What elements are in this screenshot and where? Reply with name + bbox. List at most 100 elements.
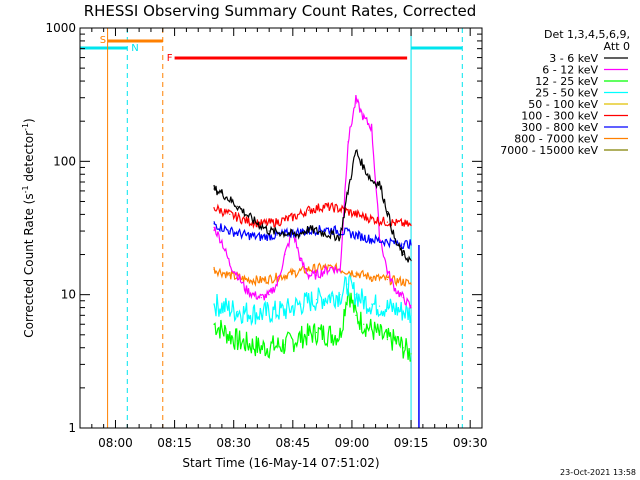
- data-point: [323, 232, 325, 234]
- series-line: [213, 202, 412, 229]
- data-point: [323, 205, 325, 207]
- data-point: [323, 270, 325, 272]
- series-line: [213, 289, 412, 362]
- legend-label: 7000 - 15000 keV: [500, 144, 598, 157]
- x-tick-label: 08:15: [157, 436, 192, 450]
- data-point: [386, 339, 389, 341]
- data-point: [213, 206, 215, 209]
- data-point: [268, 294, 270, 296]
- data-point: [347, 190, 349, 192]
- data-point: [371, 126, 373, 128]
- legend-label: 800 - 7000 keV: [514, 133, 598, 146]
- data-point: [402, 310, 404, 312]
- data-point: [315, 298, 318, 301]
- data-point: [394, 288, 396, 290]
- legend-label: 12 - 25 keV: [535, 75, 598, 88]
- data-point: [244, 219, 247, 222]
- data-point: [244, 278, 247, 281]
- data-point: [402, 297, 404, 299]
- series-1: [213, 95, 412, 310]
- y-axis-label: Corrected Count Rate (s-1 detector-1): [21, 118, 36, 337]
- data-point: [276, 283, 278, 285]
- axes-layer: 08:00 08:15 08:30 08:45 09:00 09:15 09:30 1 10 10…: [45, 21, 487, 450]
- data-point: [229, 274, 231, 276]
- data-point: [260, 236, 262, 238]
- data-point: [213, 226, 215, 228]
- data-point: [386, 270, 389, 272]
- series-line: [213, 95, 412, 310]
- data-point: [402, 243, 404, 245]
- annotation-layer: S N F: [79, 28, 463, 428]
- data-point: [410, 224, 412, 227]
- data-point: [213, 268, 215, 270]
- legend-header-2: Att 0: [604, 40, 630, 53]
- series-2: [213, 288, 412, 362]
- data-point: [276, 221, 278, 223]
- x-axis-label: Start Time (16-May-14 07:51:02): [182, 456, 379, 470]
- data-point: [355, 99, 357, 101]
- series-3: [213, 272, 412, 327]
- data-point: [410, 313, 412, 315]
- data-point: [213, 223, 215, 225]
- data-point: [307, 228, 310, 230]
- data-point: [394, 241, 396, 243]
- data-point: [378, 183, 381, 185]
- data-point: [260, 313, 262, 315]
- data-point: [378, 234, 381, 236]
- data-point: [386, 278, 389, 281]
- series-layer: [213, 95, 412, 362]
- f-label: F: [167, 53, 173, 64]
- data-point: [402, 223, 404, 225]
- data-point: [221, 192, 223, 194]
- x-tick-label: 09:15: [394, 436, 429, 450]
- data-point: [229, 213, 231, 215]
- data-point: [355, 272, 357, 274]
- s-label: S: [100, 35, 106, 46]
- data-point: [410, 283, 412, 285]
- data-point: [237, 340, 239, 342]
- data-point: [213, 323, 215, 325]
- data-point: [355, 294, 357, 296]
- data-point: [276, 234, 278, 236]
- legend-label: 6 - 12 keV: [542, 64, 598, 77]
- data-point: [402, 253, 404, 256]
- data-point: [339, 270, 341, 272]
- data-point: [300, 303, 302, 305]
- data-point: [378, 305, 381, 307]
- data-point: [252, 294, 255, 296]
- data-point: [371, 328, 373, 330]
- data-point: [402, 281, 404, 283]
- data-point: [307, 268, 310, 270]
- timestamp: 23-Oct-2021 13:58: [560, 468, 636, 477]
- data-point: [292, 272, 294, 274]
- data-point: [386, 241, 389, 243]
- data-point: [323, 228, 325, 230]
- data-point: [300, 260, 302, 262]
- data-point: [284, 232, 286, 234]
- data-point: [237, 205, 239, 207]
- data-point: [371, 276, 373, 278]
- data-point: [229, 263, 231, 265]
- data-point: [394, 308, 396, 310]
- chart-title: RHESSI Observing Summary Count Rates, Co…: [84, 2, 477, 20]
- data-point: [347, 283, 349, 285]
- data-point: [284, 253, 286, 256]
- data-point: [292, 216, 294, 218]
- data-point: [371, 238, 373, 240]
- y-tick-label: 1000: [45, 21, 76, 35]
- data-point: [371, 179, 373, 181]
- x-tick-label: 08:45: [276, 436, 311, 450]
- data-point: [363, 300, 365, 302]
- data-point: [331, 266, 333, 269]
- data-point: [284, 309, 286, 312]
- data-point: [331, 334, 333, 336]
- x-tick-label: 08:30: [216, 436, 251, 450]
- data-point: [260, 347, 262, 349]
- data-point: [386, 221, 389, 223]
- data-point: [339, 334, 341, 336]
- data-point: [402, 347, 404, 349]
- data-point: [371, 218, 373, 220]
- data-point: [339, 294, 341, 296]
